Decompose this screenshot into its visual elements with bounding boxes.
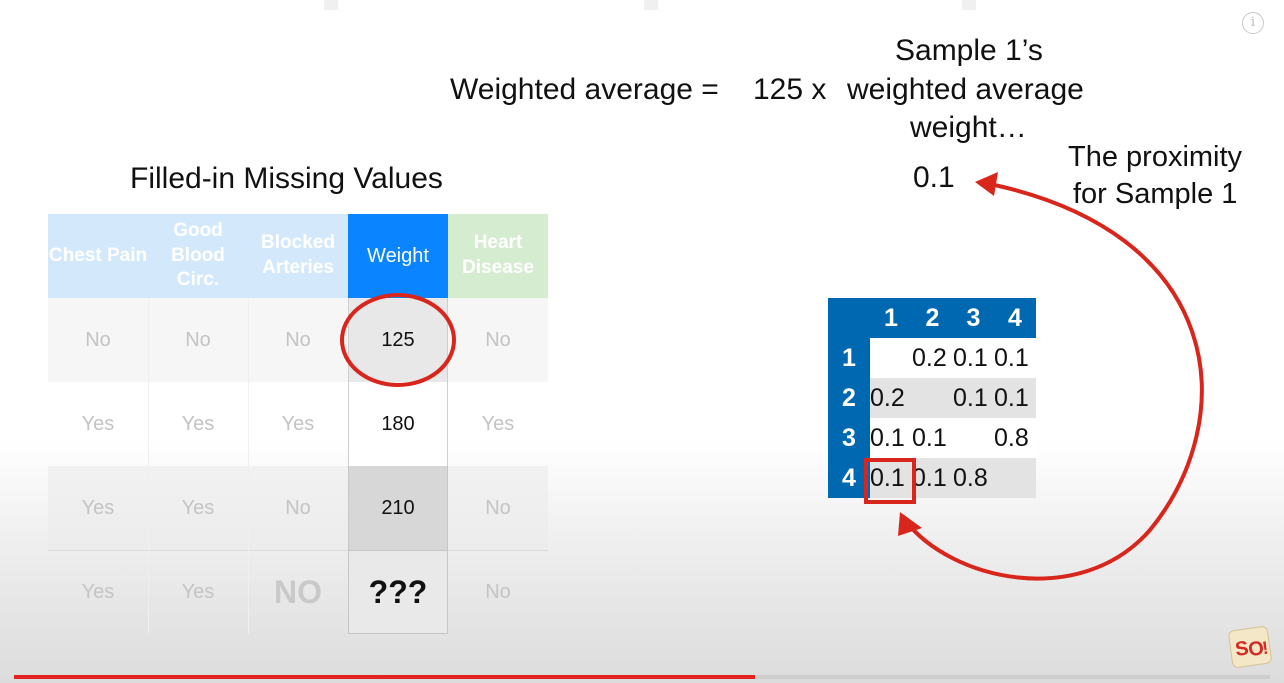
table-cell: Yes <box>481 412 515 435</box>
matrix-cell: 0.8 <box>994 418 1036 458</box>
table-cell: Yes <box>148 550 248 634</box>
top-divider-mark <box>644 0 658 10</box>
matrix-cell-highlighted: 0.1 <box>870 458 912 498</box>
weight-cell-missing: ??? <box>348 550 448 634</box>
matrix-cell: 0.1 <box>994 378 1036 418</box>
formula-weighted-average: weighted average <box>847 73 1084 106</box>
formula-lhs: Weighted average = <box>450 73 719 106</box>
table-cell: Yes <box>81 412 115 435</box>
highlight-box <box>864 458 916 504</box>
matrix-row-header: 4 <box>828 458 870 498</box>
header-heart-disease: Heart Disease <box>448 214 548 298</box>
table-cell: No <box>448 466 548 550</box>
formula-multiplier: 125 x <box>753 73 827 106</box>
matrix-col-header: 1 <box>870 298 912 338</box>
matrix-cell: 0.1 <box>870 418 912 458</box>
video-progress-fill <box>14 675 756 679</box>
matrix-cell: 0.1 <box>912 458 953 498</box>
weight-cell-sample3: 210 <box>348 466 448 550</box>
matrix-cell: 0.8 <box>953 458 994 498</box>
matrix-corner <box>828 298 870 338</box>
grid-line <box>148 298 149 634</box>
matrix-col-header: 2 <box>912 298 953 338</box>
matrix-cell: 0.2 <box>912 338 953 378</box>
formula-weight: weight… <box>910 111 1027 144</box>
matrix-col-header: 3 <box>953 298 994 338</box>
section-title: Filled-in Missing Values <box>130 162 443 195</box>
table-cell: No <box>248 466 348 550</box>
matrix-cell: 0.1 <box>994 338 1036 378</box>
svg-text:!: ! <box>1261 638 1269 659</box>
matrix-cell <box>912 378 953 418</box>
arrowhead-bottom <box>898 512 922 536</box>
top-divider-mark <box>324 0 338 10</box>
proximity-value: 0.1 <box>913 161 955 194</box>
table-cell: Yes <box>48 550 148 634</box>
info-icon[interactable]: i <box>1242 12 1264 34</box>
highlight-circle <box>340 293 456 387</box>
header-good-blood-circ: Good Blood Circ. <box>148 214 248 298</box>
matrix-cell <box>953 418 994 458</box>
table-cell: Yes <box>48 466 148 550</box>
table-cell: Yes <box>148 466 248 550</box>
top-divider-mark <box>962 0 976 10</box>
table-cell: No <box>48 298 148 382</box>
matrix-cell: 0.2 <box>870 378 912 418</box>
header-blocked-arteries: Blocked Arteries <box>248 214 348 298</box>
table-cell: Yes <box>281 412 315 435</box>
proximity-note-line1: The proximity <box>1068 141 1243 173</box>
table-cell-no-emphasis: NO <box>248 550 348 634</box>
matrix-cell: 0.1 <box>953 338 994 378</box>
statquest-logo: S O ! <box>1227 625 1273 669</box>
grid-line <box>248 298 249 634</box>
arrowhead-top <box>975 172 998 196</box>
formula-sample-label: Sample 1’s <box>895 34 1043 67</box>
weight-cell-sample1: 125 <box>348 298 448 382</box>
matrix-cell <box>994 458 1036 498</box>
matrix-col-header: 4 <box>994 298 1036 338</box>
arrow-to-value <box>903 180 1204 581</box>
table-cell: Yes <box>181 412 215 435</box>
matrix-cell: 0.1 <box>912 418 953 458</box>
table-cell: No <box>248 298 348 382</box>
svg-text:S: S <box>1234 637 1250 661</box>
table-cell: No <box>448 298 548 382</box>
matrix-row-header: 3 <box>828 418 870 458</box>
header-weight: Weight <box>348 214 448 298</box>
proximity-note-line2: for Sample 1 <box>1073 178 1238 210</box>
weight-cell-sample2: 180 <box>348 382 448 466</box>
matrix-cell: 0.1 <box>953 378 994 418</box>
svg-text:O: O <box>1247 637 1265 661</box>
matrix-row-header: 1 <box>828 338 870 378</box>
video-progress-bar[interactable] <box>14 675 1270 679</box>
matrix-cell <box>870 338 912 378</box>
matrix-row-header: 2 <box>828 378 870 418</box>
header-chest-pain: Chest Pain <box>48 214 148 298</box>
table-cell: No <box>448 550 548 634</box>
table-cell: No <box>148 298 248 382</box>
